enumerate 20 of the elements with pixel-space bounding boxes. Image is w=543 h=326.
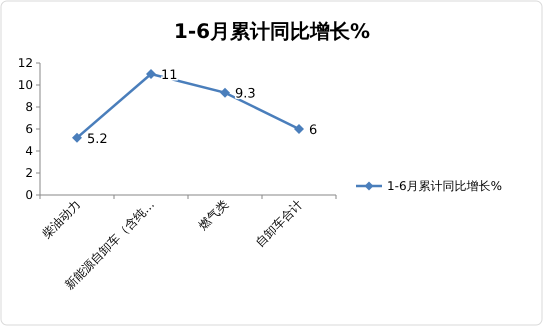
y-tick-label: 8	[25, 100, 33, 114]
data-label: 5.2	[87, 132, 108, 147]
x-tick-label: 自卸车合计	[252, 197, 306, 250]
point	[294, 124, 304, 134]
y-tick-label: 0	[25, 188, 33, 202]
y-tick-label: 12	[18, 56, 33, 70]
point	[146, 69, 156, 79]
y-tick-label: 2	[25, 166, 33, 180]
data-label: 9.3	[235, 86, 256, 102]
data-label: 6	[309, 123, 318, 138]
x-tick-label: 柴油动力	[39, 197, 84, 242]
legend: 1-6月累计同比增长%	[356, 179, 502, 193]
y-tick-label: 6	[25, 122, 33, 136]
point	[220, 88, 230, 98]
chart-title: 1-6月累计同比增长%	[174, 19, 370, 43]
y-tick-label: 4	[25, 144, 33, 158]
point	[72, 132, 82, 143]
legend-label: 1-6月累计同比增长%	[387, 179, 502, 193]
x-tick-label: 燃气类	[196, 197, 232, 233]
y-tick-label: 10	[18, 78, 33, 92]
